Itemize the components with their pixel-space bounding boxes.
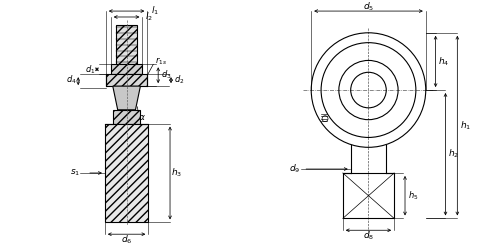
Text: $h_5$: $h_5$	[408, 190, 418, 202]
Text: $d_2$: $d_2$	[174, 74, 184, 86]
Text: $h_1$: $h_1$	[460, 119, 471, 132]
Text: $d_8$: $d_8$	[363, 230, 374, 242]
Text: $h_3$: $h_3$	[172, 167, 182, 179]
Text: $l_1$: $l_1$	[151, 5, 159, 17]
Text: $h_2$: $h_2$	[448, 148, 459, 160]
Text: $d_5$: $d_5$	[363, 1, 374, 13]
Text: $d_6$: $d_6$	[121, 234, 132, 246]
Text: $l_2$: $l_2$	[146, 11, 153, 23]
Text: $\alpha$: $\alpha$	[138, 113, 146, 122]
Text: $d_1$: $d_1$	[85, 63, 96, 76]
Polygon shape	[111, 64, 142, 74]
Text: $h_4$: $h_4$	[438, 55, 449, 68]
Text: $d_3$: $d_3$	[161, 69, 172, 82]
Polygon shape	[113, 86, 140, 110]
Text: $s_1$: $s_1$	[70, 168, 80, 178]
Text: $r_{1s}$: $r_{1s}$	[155, 56, 167, 67]
Polygon shape	[113, 110, 140, 124]
Polygon shape	[116, 25, 138, 64]
Polygon shape	[106, 74, 148, 86]
Text: $d_9$: $d_9$	[289, 163, 300, 175]
Polygon shape	[105, 124, 148, 222]
Text: $d_4$: $d_4$	[66, 74, 76, 86]
